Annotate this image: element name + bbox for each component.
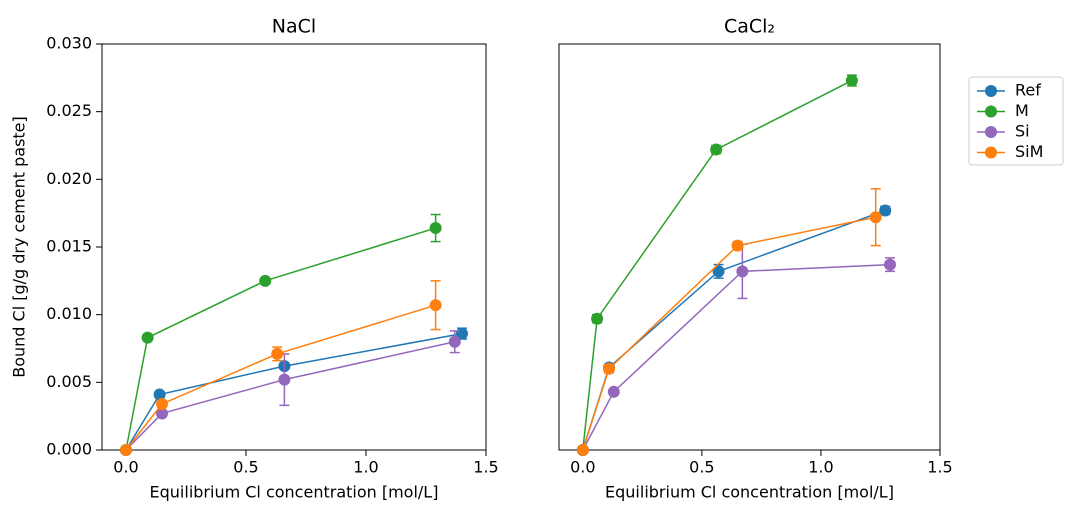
legend-marker <box>985 146 997 159</box>
data-point <box>736 265 749 278</box>
data-point <box>141 331 154 344</box>
data-point <box>731 239 744 252</box>
x-tick-label: 1.5 <box>473 458 498 477</box>
series-line <box>125 332 463 451</box>
legend-label: M <box>1015 101 1029 120</box>
x-tick-label: 1.5 <box>927 458 952 477</box>
y-tick-label: 0.005 <box>46 372 92 391</box>
data-point <box>576 444 589 456</box>
legend-marker <box>985 85 997 97</box>
data-point <box>591 312 604 325</box>
x-tick-label: 0.5 <box>689 458 714 477</box>
data-point <box>153 388 166 401</box>
data-point <box>712 265 725 278</box>
series-line <box>125 227 436 451</box>
data-point <box>883 258 896 271</box>
legend-label: SiM <box>1015 142 1043 161</box>
series-line <box>582 216 876 451</box>
legend-label: Si <box>1015 122 1030 141</box>
chart-title: NaCl <box>272 16 316 38</box>
legend-label: Ref <box>1015 81 1041 100</box>
x-tick-label: 1.0 <box>353 458 378 477</box>
data-point <box>278 373 291 386</box>
x-tick-label: 0.0 <box>113 458 138 477</box>
data-point <box>603 362 616 375</box>
chart-title: CaCl₂ <box>724 16 775 38</box>
series-line <box>582 79 853 451</box>
y-tick-label: 0.010 <box>46 304 92 323</box>
legend-marker <box>985 126 997 138</box>
y-tick-label: 0.030 <box>46 34 92 53</box>
y-tick-label: 0.000 <box>46 440 92 459</box>
data-point <box>271 347 284 360</box>
data-point <box>259 274 272 287</box>
y-axis-label: Bound Cl [g/g dry cement paste] <box>10 116 29 378</box>
legend-marker <box>985 105 997 118</box>
plot-frame <box>101 43 487 451</box>
data-point <box>429 299 442 312</box>
data-point <box>156 407 168 420</box>
x-axis-label: Equilibrium Cl concentration [mol/L] <box>605 483 894 502</box>
x-tick-label: 0.5 <box>233 458 258 477</box>
data-point <box>448 335 461 348</box>
y-tick-label: 0.020 <box>46 169 92 188</box>
x-tick-label: 1.0 <box>808 458 833 477</box>
series-line <box>125 304 436 451</box>
series-line <box>125 341 455 451</box>
legend-box <box>968 76 1064 166</box>
series-line <box>582 263 891 451</box>
y-tick-label: 0.015 <box>46 237 92 256</box>
data-point <box>869 211 882 224</box>
x-axis-label: Equilibrium Cl concentration [mol/L] <box>150 483 439 502</box>
x-tick-label: 0.0 <box>570 458 595 477</box>
data-point <box>120 444 132 456</box>
data-point <box>879 204 892 217</box>
data-point <box>156 397 168 410</box>
data-point <box>845 74 858 87</box>
data-point <box>710 143 723 156</box>
plot-frame <box>558 43 941 451</box>
data-point <box>607 385 620 398</box>
y-tick-label: 0.025 <box>46 101 92 120</box>
data-point <box>429 222 442 235</box>
